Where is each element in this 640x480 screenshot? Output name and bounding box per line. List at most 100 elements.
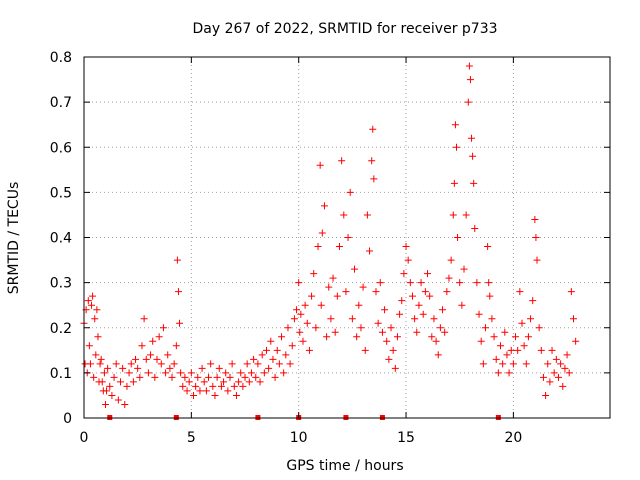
data-point	[381, 306, 389, 314]
data-point	[331, 328, 339, 336]
data-point	[424, 270, 432, 278]
data-point	[273, 346, 281, 354]
data-point	[458, 301, 466, 309]
y-tick-label: 0.8	[50, 50, 72, 66]
data-point	[548, 346, 556, 354]
data-point	[114, 396, 122, 404]
data-point	[351, 265, 359, 273]
y-tick-label: 0.6	[50, 140, 72, 156]
data-point	[370, 175, 378, 183]
data-point	[317, 301, 325, 309]
data-point	[269, 355, 277, 363]
data-point	[509, 360, 517, 368]
data-point	[333, 292, 341, 300]
data-point	[406, 279, 414, 287]
data-point	[222, 369, 230, 377]
data-point	[492, 355, 500, 363]
data-point	[452, 143, 460, 151]
data-point	[86, 360, 94, 368]
data-point	[108, 391, 116, 399]
data-point	[260, 369, 268, 377]
data-point	[542, 391, 550, 399]
data-point	[290, 315, 298, 323]
data-point	[557, 360, 565, 368]
data-point	[443, 288, 451, 296]
data-point	[348, 315, 356, 323]
data-point	[445, 274, 453, 282]
data-point	[378, 328, 386, 336]
data-point	[121, 400, 129, 408]
data-point	[90, 373, 98, 381]
data-point	[447, 256, 455, 264]
data-point	[301, 301, 309, 309]
data-point	[340, 211, 348, 219]
data-point	[162, 369, 170, 377]
data-point	[119, 364, 127, 372]
data-point	[460, 265, 468, 273]
data-point	[132, 355, 140, 363]
data-point	[346, 188, 354, 196]
data-point	[129, 378, 137, 386]
y-tick-label: 0.5	[50, 185, 72, 201]
data-point	[101, 400, 109, 408]
data-point	[462, 211, 470, 219]
data-point	[288, 342, 296, 350]
data-point	[426, 292, 434, 300]
x-tick-label: 10	[290, 430, 308, 446]
data-point	[88, 301, 96, 309]
data-point	[296, 328, 304, 336]
data-points	[80, 62, 580, 408]
data-point	[271, 373, 279, 381]
data-point	[168, 373, 176, 381]
data-point	[157, 360, 165, 368]
data-point	[456, 279, 464, 287]
data-point	[243, 360, 251, 368]
data-point	[106, 382, 114, 390]
data-point	[254, 360, 262, 368]
y-tick-label: 0	[63, 411, 72, 427]
data-point	[100, 369, 108, 377]
data-point	[299, 337, 307, 345]
data-point	[173, 256, 181, 264]
data-point	[136, 373, 144, 381]
data-point	[524, 333, 532, 341]
data-point	[383, 337, 391, 345]
data-point	[247, 369, 255, 377]
data-point	[368, 157, 376, 165]
data-point	[419, 310, 427, 318]
data-point	[499, 360, 507, 368]
data-point	[567, 288, 575, 296]
data-point	[166, 364, 174, 372]
data-point	[177, 369, 185, 377]
data-point	[91, 315, 99, 323]
x-axis-label: GPS time / hours	[286, 458, 403, 474]
data-point	[387, 324, 395, 332]
data-point	[369, 125, 377, 133]
y-tick-label: 0.2	[50, 321, 72, 337]
data-point	[372, 288, 380, 296]
data-point	[310, 270, 318, 278]
grid-lines	[84, 57, 610, 418]
data-point	[103, 387, 111, 395]
data-point	[561, 364, 569, 372]
data-point	[408, 292, 416, 300]
data-point	[170, 360, 178, 368]
data-point	[149, 337, 157, 345]
data-point	[256, 378, 264, 386]
data-point	[303, 319, 311, 327]
x-tick-label: 5	[187, 430, 196, 446]
data-point	[194, 373, 202, 381]
data-point	[494, 369, 502, 377]
data-point	[318, 229, 326, 237]
data-point	[295, 279, 303, 287]
data-point	[278, 333, 286, 341]
data-point	[501, 328, 509, 336]
data-point	[94, 333, 102, 341]
data-point	[181, 373, 189, 381]
x-tick-label: 15	[397, 430, 415, 446]
data-point	[327, 315, 335, 323]
data-point	[308, 292, 316, 300]
data-point	[503, 351, 511, 359]
data-point	[398, 297, 406, 305]
data-point	[85, 342, 93, 350]
